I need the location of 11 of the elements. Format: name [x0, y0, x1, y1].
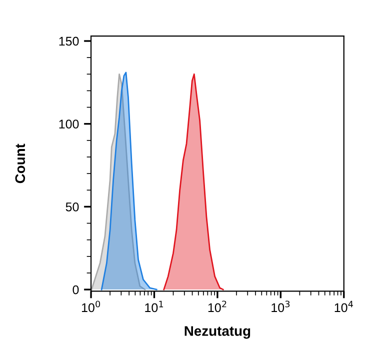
- y-tick-label: 50: [66, 202, 79, 212]
- x-tick-label: 10$^{1}$: [145, 300, 164, 312]
- y-tick-label: 100: [59, 120, 79, 129]
- y-tick-label: 150: [59, 36, 79, 46]
- x-tick-label: 10$^{3}$: [272, 300, 290, 312]
- x-tick-label: 10$^{0}$: [82, 300, 100, 312]
- y-tick-label: 0: [72, 285, 79, 294]
- y-axis-title: Count: [15, 144, 26, 184]
- x-axis-title: Nezutatug: [184, 326, 250, 339]
- x-tick-label: 10$^{2}$: [208, 300, 226, 312]
- x-tick-label: 10$^{4}$: [334, 300, 353, 312]
